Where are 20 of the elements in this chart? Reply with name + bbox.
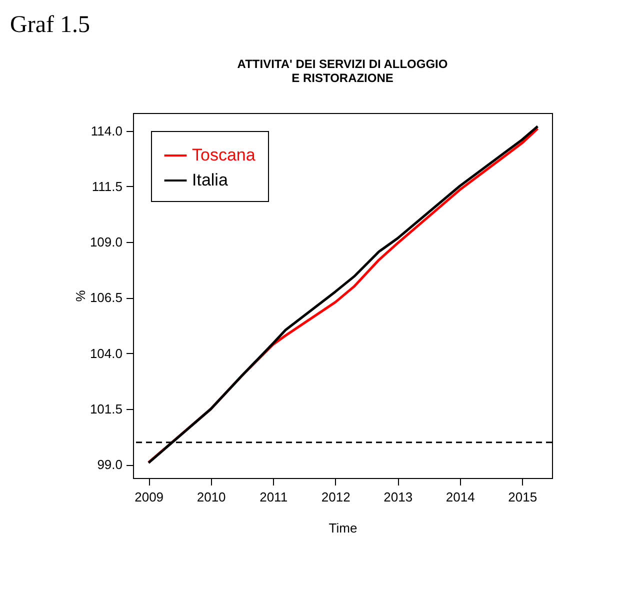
x-tick-label: 2011 (260, 490, 288, 504)
y-tick-label: 101.5 (90, 402, 122, 417)
y-tick-label: 109.0 (90, 234, 122, 250)
x-tick-label: 2015 (508, 490, 538, 504)
x-tick-label: 2014 (446, 490, 475, 504)
y-tick-label: 104.0 (90, 346, 122, 361)
x-tick-label: 2009 (134, 490, 164, 504)
legend-label: Toscana (192, 146, 256, 164)
x-axis-title: Time (328, 520, 358, 536)
x-tick-label: 2010 (196, 490, 226, 504)
x-tick-label: 2013 (384, 490, 413, 504)
legend-label: Italia (192, 170, 228, 190)
y-tick-label: 106.5 (90, 290, 122, 306)
y-tick-label: 111.5 (92, 178, 122, 194)
chart-title: ATTIVITA' DEI SERVIZI DI ALLOGGIO E RISTORAZIONE (237, 57, 448, 85)
y-axis-title: % (72, 290, 88, 302)
y-tick-label: 99.0 (97, 457, 122, 472)
text: Graf 1.5 (10, 12, 90, 39)
y-tick-label: 114.0 (90, 123, 122, 138)
x-tick-label: 2012 (321, 490, 350, 504)
